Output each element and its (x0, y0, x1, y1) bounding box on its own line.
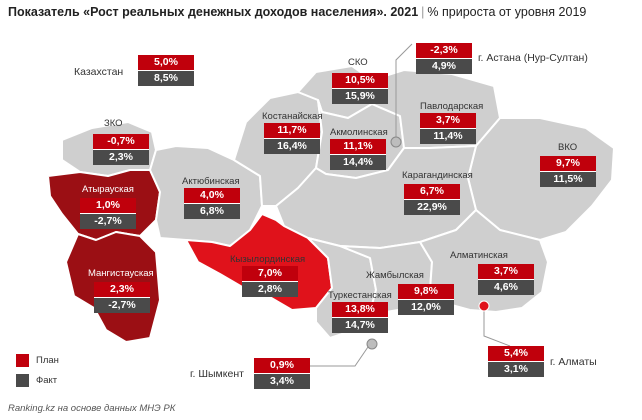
plan-value-astana: -2,3% (416, 43, 472, 58)
legend-fact-swatch (16, 374, 29, 387)
legend-plan-swatch (16, 354, 29, 367)
plan-value-turkestan: 13,8% (332, 302, 388, 317)
values-kazakhstan: 5,0% 8,5% (138, 55, 194, 86)
fact-value-zko: 2,3% (93, 149, 149, 165)
astana-marker (390, 136, 402, 148)
plan-value-mangystau: 2,3% (94, 282, 150, 297)
plan-value-kyzylorda: 7,0% (242, 266, 298, 281)
map-title: Показатель «Рост реальных денежных доход… (8, 5, 586, 19)
fact-value-kostanay: 16,4% (264, 138, 320, 154)
region-label-shymkent: г. Шымкент (190, 368, 244, 380)
plan-value-almaty-region: 3,7% (478, 264, 534, 279)
values-akmola: 11,1% 14,4% (330, 139, 386, 170)
plan-value-sko: 10,5% (332, 73, 388, 88)
plan-value-karaganda: 6,7% (404, 184, 460, 199)
values-atyrau: 1,0% -2,7% (80, 198, 136, 229)
fact-value-sko: 15,9% (332, 88, 388, 104)
shymkent-marker (366, 338, 378, 350)
values-kyzylorda: 7,0% 2,8% (242, 266, 298, 297)
plan-value-shymkent: 0,9% (254, 358, 310, 373)
legend-fact-label: Факт (36, 375, 58, 387)
region-label-zhambyl: Жамбылская (366, 270, 424, 281)
region-label-karaganda: Карагандинская (402, 170, 473, 181)
plan-value-kazakhstan: 5,0% (138, 55, 194, 70)
values-vko: 9,7% 11,5% (540, 156, 596, 187)
plan-value-akmola: 11,1% (330, 139, 386, 154)
plan-value-atyrau: 1,0% (80, 198, 136, 213)
almaty-leader-line (483, 306, 511, 347)
fact-value-karaganda: 22,9% (404, 199, 460, 215)
values-pavlodar: 3,7% 11,4% (420, 113, 476, 144)
values-turkestan: 13,8% 14,7% (332, 302, 388, 333)
fact-value-almaty-region: 4,6% (478, 279, 534, 295)
fact-value-almaty-city: 3,1% (488, 361, 544, 377)
values-karaganda: 6,7% 22,9% (404, 184, 460, 215)
fact-value-mangystau: -2,7% (94, 297, 150, 313)
values-zko: -0,7% 2,3% (93, 134, 149, 165)
region-label-akmola: Акмолинская (330, 127, 388, 138)
plan-value-zhambyl: 9,8% (398, 284, 454, 299)
values-shymkent: 0,9% 3,4% (254, 358, 310, 389)
legend-fact: Факт (16, 374, 57, 387)
fact-value-akmola: 14,4% (330, 154, 386, 170)
region-label-turkestan: Туркестанская (328, 290, 392, 301)
fact-value-kyzylorda: 2,8% (242, 281, 298, 297)
values-zhambyl: 9,8% 12,0% (398, 284, 454, 315)
source-note: Ranking.kz на основе данных МНЭ РК (8, 403, 176, 414)
values-astana: -2,3% 4,9% (416, 43, 472, 74)
plan-value-aktobe: 4,0% (184, 188, 240, 203)
title-separator: | (421, 5, 425, 19)
plan-value-pavlodar: 3,7% (420, 113, 476, 128)
values-aktobe: 4,0% 6,8% (184, 188, 240, 219)
values-sko: 10,5% 15,9% (332, 73, 388, 104)
values-kostanay: 11,7% 16,4% (264, 123, 320, 154)
plan-value-zko: -0,7% (93, 134, 149, 149)
region-label-almaty-region: Алматинская (450, 250, 508, 261)
title-main: Показатель «Рост реальных денежных доход… (8, 5, 419, 19)
fact-value-zhambyl: 12,0% (398, 299, 454, 315)
fact-value-atyrau: -2,7% (80, 213, 136, 229)
fact-value-vko: 11,5% (540, 171, 596, 187)
title-unit: % прироста от уровня 2019 (427, 5, 587, 19)
region-label-zko: ЗКО (104, 118, 123, 129)
region-label-vko: ВКО (558, 142, 578, 153)
region-label-kyzylorda: Кызылординская (230, 254, 306, 265)
fact-value-kazakhstan: 8,5% (138, 70, 194, 86)
plan-value-vko: 9,7% (540, 156, 596, 171)
values-mangystau: 2,3% -2,7% (94, 282, 150, 313)
astana-leader-line (395, 43, 413, 140)
region-label-kostanay: Костанайская (262, 111, 323, 122)
region-label-almaty-city: г. Алматы (550, 356, 597, 368)
region-label-astana: г. Астана (Нур-Султан) (478, 52, 588, 64)
plan-value-almaty-city: 5,4% (488, 346, 544, 361)
values-almaty-city: 5,4% 3,1% (488, 346, 544, 377)
region-label-mangystau: Мангистауская (88, 268, 154, 279)
plan-value-kostanay: 11,7% (264, 123, 320, 138)
region-label-pavlodar: Павлодарская (420, 101, 484, 112)
shymkent-leader-line (310, 343, 371, 367)
region-label-kazakhstan: Казахстан (74, 66, 124, 78)
region-label-atyrau: Атырауская (82, 184, 134, 195)
fact-value-turkestan: 14,7% (332, 317, 388, 333)
fact-value-pavlodar: 11,4% (420, 128, 476, 144)
legend-plan-label: План (36, 355, 59, 367)
region-label-aktobe: Актюбинская (182, 176, 240, 187)
almaty-city-marker (478, 300, 490, 312)
region-label-sko: СКО (348, 57, 368, 68)
fact-value-shymkent: 3,4% (254, 373, 310, 389)
fact-value-aktobe: 6,8% (184, 203, 240, 219)
legend-plan: План (16, 354, 59, 367)
fact-value-astana: 4,9% (416, 58, 472, 74)
values-almaty-region: 3,7% 4,6% (478, 264, 534, 295)
